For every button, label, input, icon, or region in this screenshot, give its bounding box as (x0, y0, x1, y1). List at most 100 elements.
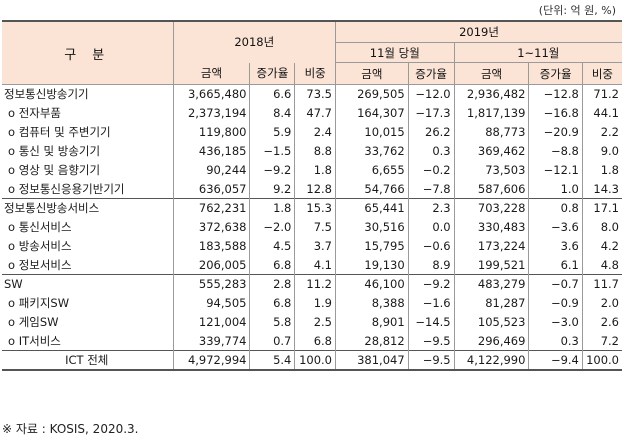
cell-value: 2.5 (294, 312, 336, 332)
cell-value: −16.8 (528, 103, 583, 123)
cell-value: −12.8 (528, 84, 583, 104)
table-body: 정보통신방송기기 3,665,480 6.6 73.5 269,505 −12.0 2,93… (2, 84, 622, 371)
table-row: o 정보통신응용기반기기 636,057 9.2 12.8 54,766 −7.8 587,… (2, 179, 622, 199)
cell-value: 0.3 (528, 331, 583, 351)
table-row: o 게임SW 121,004 5.8 2.5 8,901 −14.5 105,523 −3.0… (2, 312, 622, 332)
cell-value: 1.0 (528, 179, 583, 199)
row-label: o 정보서비스 (8, 257, 72, 272)
row-label: SW (2, 274, 174, 294)
cell-value: 1.8 (581, 160, 622, 180)
cell-value: 199,521 (453, 255, 529, 275)
cell-value: 5.8 (249, 312, 295, 332)
table-row: o 통신서비스 372,638 −2.0 7.5 30,516 0.0 330,483 −3.… (2, 217, 622, 237)
cell-value: 555,283 (172, 274, 250, 294)
cell-value: 11.7 (581, 274, 622, 294)
cell-value: 47.7 (294, 103, 336, 123)
cell-value: 8.0 (581, 217, 622, 237)
table-row: o 전자부품 2,373,194 8.4 47.7 164,307 −17.3 1,817,… (2, 103, 622, 123)
cell-value: 4,122,990 (453, 350, 529, 371)
cell-value: −7.8 (407, 179, 455, 199)
cell-value: 33,762 (335, 141, 409, 161)
cell-value: −1.5 (249, 141, 295, 161)
cell-value: 6.8 (249, 255, 295, 275)
cell-value: 121,004 (172, 312, 250, 332)
table-row: o 통신 및 방송기기 436,185 −1.5 8.8 33,762 0.3 369,46… (2, 141, 622, 161)
cell-value: 65,441 (335, 198, 409, 218)
row-label: o 통신 및 방송기기 (8, 144, 101, 158)
cell-value: 94,505 (172, 293, 250, 313)
cell-value: 0.0 (407, 217, 455, 237)
cell-value: −17.3 (407, 103, 455, 123)
header-year-2018: 2018년 (172, 20, 336, 63)
cell-value: 372,638 (172, 217, 250, 237)
cell-value: 9.2 (249, 179, 295, 199)
cell-value: 6.8 (294, 331, 336, 351)
cell-value: 81,287 (453, 293, 529, 313)
cell-value: 4.2 (581, 236, 622, 256)
header-share: 비중 (581, 62, 622, 85)
table-row: 정보통신방송기기 3,665,480 6.6 73.5 269,505 −12.0 2,93… (2, 84, 622, 104)
cell-value: 330,483 (453, 217, 529, 237)
cell-value: 119,800 (172, 122, 250, 142)
cell-value: 587,606 (453, 179, 529, 199)
cell-value: 164,307 (335, 103, 409, 123)
cell-value: −3.0 (528, 312, 583, 332)
row-label: o 게임SW (8, 315, 59, 329)
cell-value: 100.0 (581, 350, 622, 371)
row-label: o 전자부품 (8, 106, 62, 120)
cell-value: −20.9 (528, 122, 583, 142)
cell-value: 6,655 (335, 160, 409, 180)
cell-value: 15.3 (294, 198, 336, 218)
cell-value: 15,795 (335, 236, 409, 256)
cell-value: 54,766 (335, 179, 409, 199)
header-amount: 금액 (172, 62, 250, 85)
header-share: 비중 (294, 62, 336, 85)
cell-value: 71.2 (581, 84, 622, 104)
cell-value: 369,462 (453, 141, 529, 161)
cell-value: 26.2 (407, 122, 455, 142)
cell-value: 2,373,194 (172, 103, 250, 123)
cell-value: −14.5 (407, 312, 455, 332)
table-row: 정보통신방송서비스 762,231 1.8 15.3 65,441 2.3 703,228 0… (2, 198, 622, 218)
table-row: o 패키지SW 94,505 6.8 1.9 8,388 −1.6 81,287 −0.9 2.… (2, 293, 622, 313)
cell-value: 381,047 (335, 350, 409, 371)
ict-stats-table: 구 분 2018년 2019년 11월 당월 1~11월 금액 증가율 비중 금… (2, 20, 622, 371)
cell-value: −12.1 (528, 160, 583, 180)
cell-value: 8,388 (335, 293, 409, 313)
cell-value: 8.4 (249, 103, 295, 123)
cell-value: −0.7 (528, 274, 583, 294)
cell-value: 762,231 (172, 198, 250, 218)
cell-value: 6.1 (528, 255, 583, 275)
cell-value: 4,972,994 (172, 350, 250, 371)
cell-value: −9.2 (407, 274, 455, 294)
table-row: o IT서비스 339,774 0.7 6.8 28,812 −9.5 296,469 0.3… (2, 331, 622, 351)
row-label: 정보통신방송서비스 (2, 198, 174, 218)
cell-value: 4.5 (249, 236, 295, 256)
cell-value: 2.8 (249, 274, 295, 294)
cell-value: 44.1 (581, 103, 622, 123)
header-growth: 증가율 (407, 62, 455, 85)
cell-value: 73,503 (453, 160, 529, 180)
cell-value: 3.6 (528, 236, 583, 256)
table-row: o 컴퓨터 및 주변기기 119,800 5.9 2.4 10,015 26.2 88,77… (2, 122, 622, 142)
cell-value: 2.2 (581, 122, 622, 142)
table-header: 구 분 2018년 2019년 11월 당월 1~11월 금액 증가율 비중 금… (2, 20, 622, 85)
cell-value: 30,516 (335, 217, 409, 237)
cell-value: 105,523 (453, 312, 529, 332)
unit-note: (단위: 억 원, %) (538, 4, 616, 17)
cell-value: −9.4 (528, 350, 583, 371)
table-row: o 정보서비스 206,005 6.8 4.1 19,130 8.9 199,521 6.1 4… (2, 255, 622, 275)
cell-value: −9.5 (407, 331, 455, 351)
cell-value: 7.2 (581, 331, 622, 351)
cell-value: −9.5 (407, 350, 455, 371)
cell-value: −0.6 (407, 236, 455, 256)
cell-value: −8.8 (528, 141, 583, 161)
cell-value: 4.1 (294, 255, 336, 275)
header-amount: 금액 (453, 62, 529, 85)
cell-value: 1.8 (294, 160, 336, 180)
row-label: o IT서비스 (8, 333, 61, 348)
cell-value: 3.7 (294, 236, 336, 256)
cell-value: 2.4 (294, 122, 336, 142)
cell-value: −9.2 (249, 160, 295, 180)
cell-value: 1.8 (249, 198, 295, 218)
